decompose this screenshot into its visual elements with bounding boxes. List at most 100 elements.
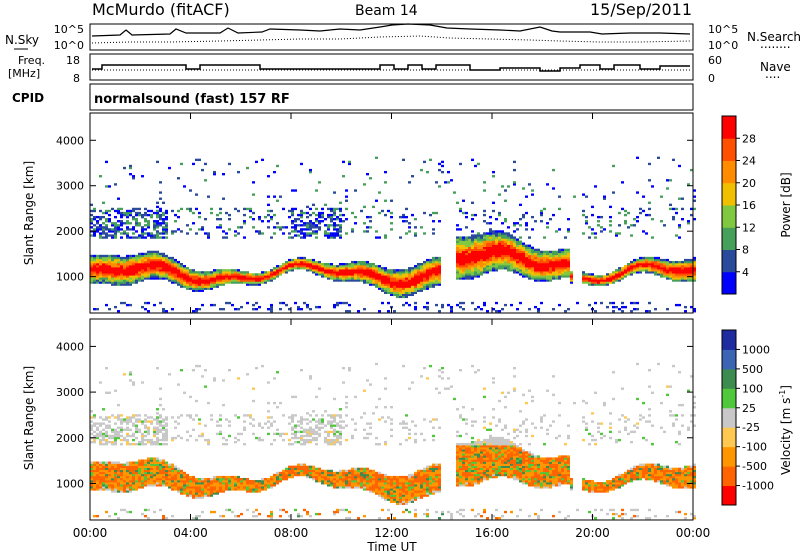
power-cell: [474, 238, 477, 241]
power-cell: [156, 211, 159, 215]
velocity-cell: [366, 379, 369, 382]
power-cell: [96, 230, 99, 233]
power-cell: [459, 250, 462, 254]
power-cell: [144, 277, 147, 280]
power-cell: [324, 265, 327, 268]
power-cell: [396, 275, 399, 278]
power-cell: [420, 263, 423, 266]
velocity-cell: [261, 477, 264, 481]
velocity-cell: [198, 364, 201, 368]
power-cell: [564, 252, 567, 256]
power-cell: [438, 258, 441, 262]
velocity-cell: [120, 475, 123, 479]
power-cell: [180, 275, 183, 278]
power-cell: [387, 310, 390, 313]
velocity-cell: [321, 471, 324, 475]
power-cell: [399, 283, 402, 286]
power-cell: [93, 263, 96, 266]
velocity-cell: [144, 465, 147, 468]
power-cell: [324, 232, 327, 235]
power-cell: [105, 209, 108, 213]
power-cell: [351, 269, 354, 272]
power-cell: [168, 263, 171, 266]
power-cell: [405, 279, 408, 282]
velocity-cell: [393, 486, 396, 489]
power-cell: [693, 277, 696, 280]
power-cell: [144, 308, 147, 311]
velocity-cell: [405, 496, 408, 499]
power-cell: [207, 275, 210, 278]
power-cell: [165, 254, 168, 258]
velocity-cell: [393, 496, 396, 499]
velocity-cell: [237, 432, 240, 436]
velocity-cell: [324, 471, 327, 475]
velocity-cell: [231, 484, 234, 487]
velocity-cell: [150, 416, 153, 419]
velocity-cell: [162, 465, 165, 468]
power-cell: [237, 209, 240, 213]
power-cell: [612, 279, 615, 282]
power-cell: [423, 263, 426, 266]
velocity-cell: [129, 420, 132, 423]
velocity-cell: [126, 426, 129, 429]
power-cell: [153, 277, 156, 280]
velocity-cell: [336, 424, 339, 427]
velocity-cell: [114, 428, 117, 431]
power-cell: [492, 248, 495, 252]
velocity-cell: [207, 443, 210, 446]
velocity-cell: [147, 416, 150, 419]
power-cell: [486, 248, 489, 252]
power-cell: [360, 269, 363, 272]
power-cell: [252, 281, 255, 284]
power-cell: [429, 265, 432, 268]
power-cell: [396, 277, 399, 280]
power-cell: [309, 222, 312, 225]
power-cell: [645, 310, 648, 313]
power-cell: [405, 289, 408, 292]
power-cell: [675, 211, 678, 215]
power-cell: [687, 260, 690, 264]
power-cell: [462, 246, 465, 249]
power-cell: [693, 258, 696, 262]
power-cell: [486, 310, 489, 313]
power-cell: [309, 220, 312, 223]
power-cell: [390, 285, 393, 288]
velocity-cell: [255, 490, 258, 493]
power-cell: [333, 269, 336, 272]
power-cell: [552, 263, 555, 266]
power-cell: [462, 242, 465, 245]
power-cell: [159, 218, 162, 221]
power-cell: [135, 269, 138, 272]
power-cell: [363, 267, 366, 270]
power-cell: [360, 271, 363, 274]
power-cell: [408, 275, 411, 278]
velocity-cell: [267, 514, 270, 518]
power-cell: [159, 232, 162, 235]
power-cell: [555, 230, 558, 233]
velocity-cell: [336, 434, 339, 438]
power-cell: [246, 273, 249, 276]
power-cell: [621, 181, 624, 184]
power-cell: [687, 271, 690, 274]
power-cell: [309, 228, 312, 231]
velocity-cell: [138, 443, 141, 446]
power-cell: [99, 275, 102, 278]
velocity-cell: [201, 490, 204, 493]
power-cell: [555, 267, 558, 270]
power-cell: [528, 260, 531, 264]
power-cell: [177, 277, 180, 280]
power-cell: [528, 269, 531, 272]
velocity-cell: [303, 430, 306, 434]
velocity-cell: [300, 514, 303, 518]
velocity-cell: [315, 432, 318, 436]
power-cell: [420, 269, 423, 272]
velocity-cell: [156, 469, 159, 473]
power-cell: [495, 260, 498, 264]
power-cell: [477, 238, 480, 241]
velocity-cell: [192, 492, 195, 495]
power-cell: [639, 265, 642, 268]
velocity-cell: [144, 482, 147, 485]
power-cell: [459, 269, 462, 272]
power-cell: [510, 240, 513, 243]
velocity-cell: [156, 418, 159, 421]
